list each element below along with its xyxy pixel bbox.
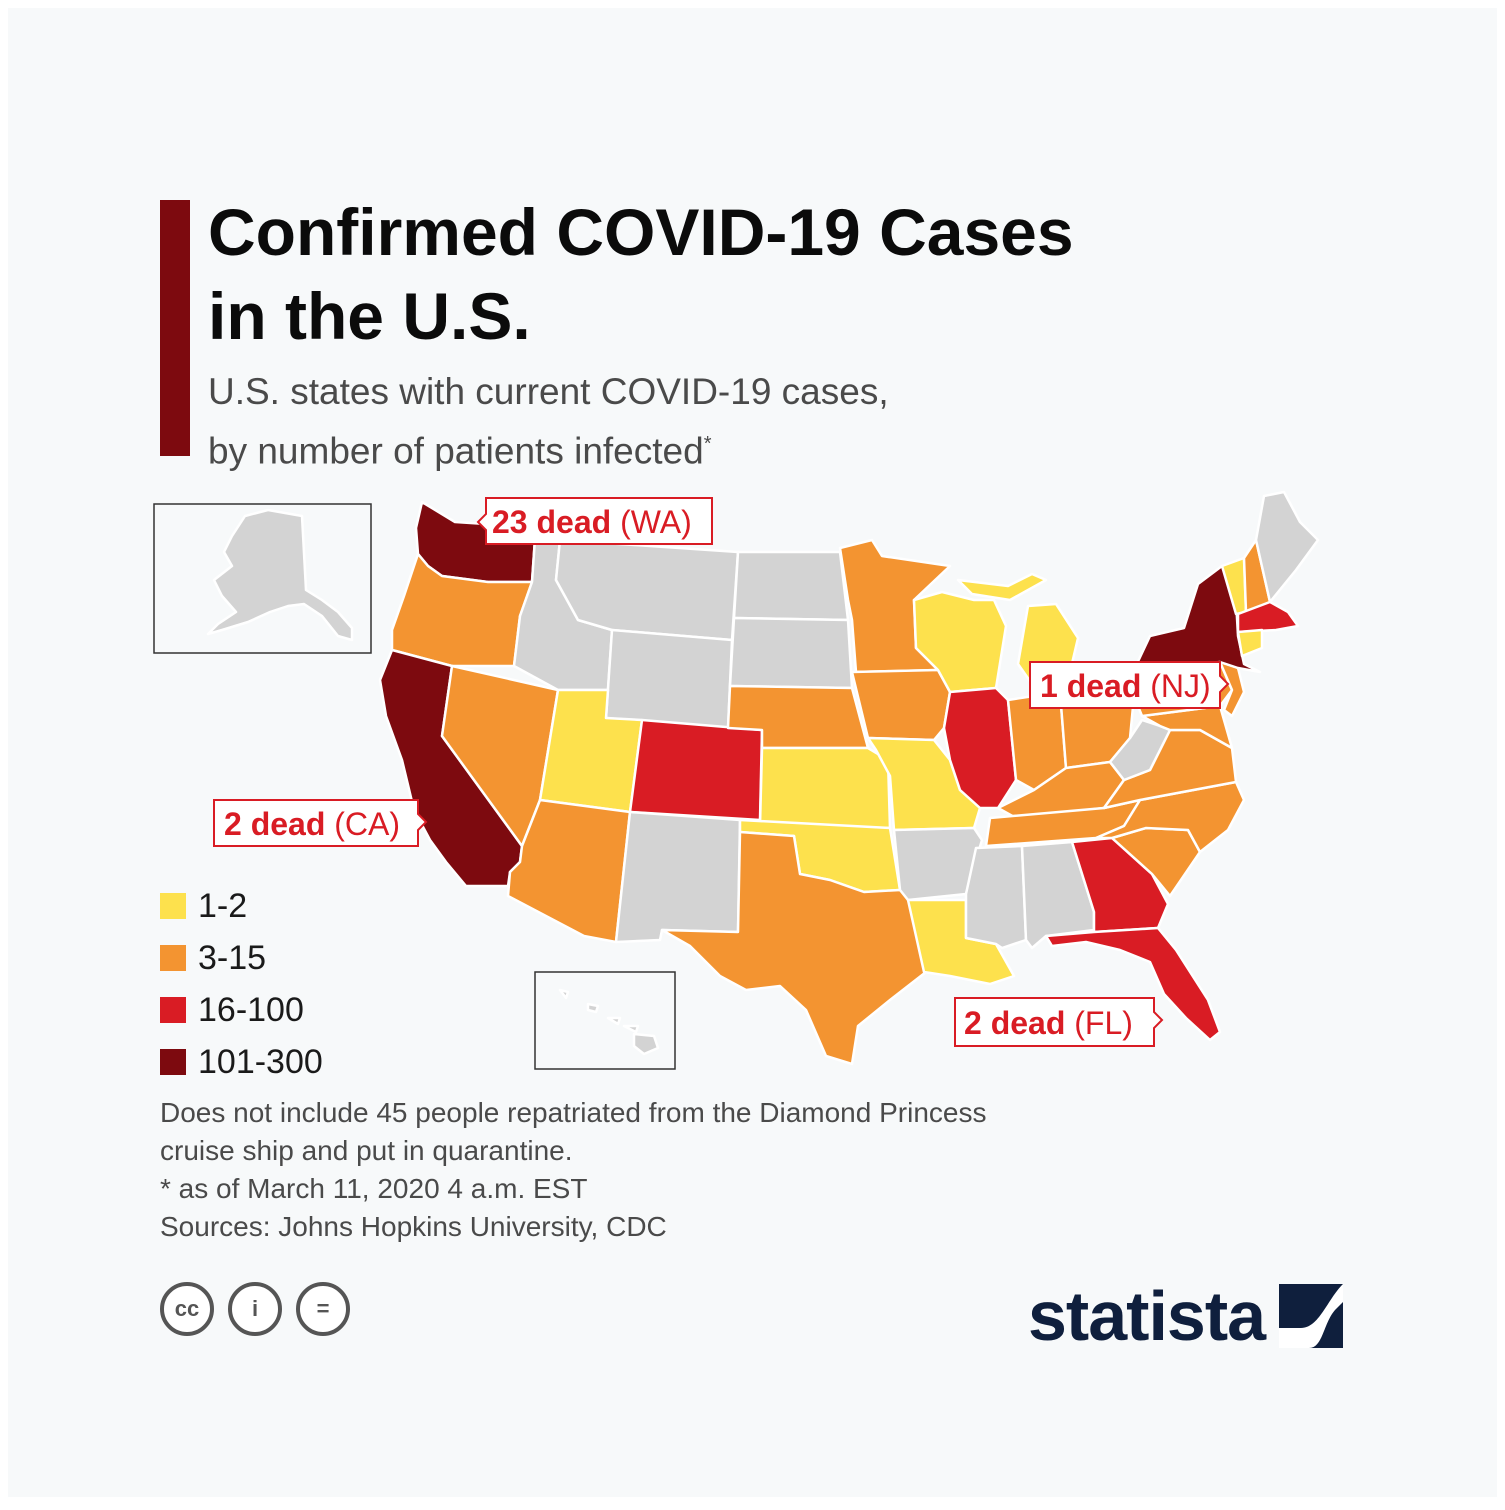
legend-swatch [160, 997, 186, 1023]
callout-nj: 1 dead (NJ) [1029, 661, 1230, 709]
page-title: Confirmed COVID-19 Cases in the U.S. [208, 195, 1074, 353]
state-NM[interactable] [614, 810, 742, 944]
legend-item: 1-2 [160, 880, 323, 932]
legend-item: 16-100 [160, 984, 323, 1036]
state-WI[interactable] [912, 590, 1008, 694]
subtitle-footnote-mark: * [703, 433, 712, 455]
legend-label: 1-2 [198, 886, 248, 925]
alaska-inset-box [153, 503, 372, 654]
callout-wa: 23 dead (WA) [476, 497, 713, 545]
legend-label: 101-300 [198, 1042, 323, 1081]
legend-label: 16-100 [198, 990, 304, 1029]
state-ME[interactable] [1254, 490, 1320, 604]
footnote: Does not include 45 people repatriated f… [160, 1094, 1260, 1246]
footnote-line: Sources: Johns Hopkins University, CDC [160, 1211, 667, 1242]
state-IA[interactable] [850, 668, 952, 742]
legend-label: 3-15 [198, 938, 267, 977]
state-ND[interactable] [732, 550, 850, 622]
legend-item: 101-300 [160, 1036, 323, 1088]
footnote-line: * as of March 11, 2020 4 a.m. EST [160, 1173, 588, 1204]
state-TX[interactable] [660, 830, 928, 1066]
callout-ca: 2 dead (CA) [213, 799, 428, 847]
state-CT[interactable] [1236, 628, 1264, 658]
equals-icon[interactable]: = [296, 1282, 350, 1336]
state-NC[interactable] [1094, 780, 1246, 854]
license-icons: cc i = [160, 1282, 350, 1336]
statista-logo[interactable]: statista [1028, 1276, 1344, 1356]
legend-swatch [160, 945, 186, 971]
state-WY[interactable] [604, 628, 734, 730]
footnote-line: Does not include 45 people repatriated f… [160, 1097, 987, 1128]
cc-icon[interactable]: cc [160, 1282, 214, 1336]
state-AK[interactable] [206, 508, 354, 642]
svg-text:1 dead (NJ): 1 dead (NJ) [1040, 668, 1211, 704]
subtitle-line-1: U.S. states with current COVID-19 cases, [208, 371, 889, 412]
subtitle: U.S. states with current COVID-19 cases,… [208, 366, 1108, 477]
statista-logo-icon [1279, 1284, 1344, 1348]
footnote-line: cruise ship and put in quarantine. [160, 1135, 573, 1166]
subtitle-line-2: by number of patients infected [208, 430, 704, 472]
state-CO[interactable] [628, 718, 764, 822]
state-FL[interactable] [1044, 926, 1222, 1042]
svg-text:23 dead (WA): 23 dead (WA) [492, 504, 692, 540]
legend: 1-2 3-15 16-100 101-300 [160, 880, 323, 1088]
legend-item: 3-15 [160, 932, 323, 984]
hawaii-inset-box [534, 971, 676, 1070]
callout-fl: 2 dead (FL) [954, 997, 1164, 1047]
state-IL[interactable] [942, 686, 1018, 810]
svg-text:2 dead (FL): 2 dead (FL) [964, 1005, 1133, 1041]
state-SD[interactable] [728, 616, 854, 690]
state-KS[interactable] [758, 746, 892, 830]
state-MS[interactable] [964, 844, 1028, 950]
svg-text:2 dead (CA): 2 dead (CA) [224, 806, 400, 842]
title-accent-bar [160, 200, 190, 456]
state-MO[interactable] [866, 736, 982, 832]
brand-wordmark: statista [1028, 1277, 1266, 1355]
person-icon[interactable]: i [228, 1282, 282, 1336]
legend-swatch [160, 1049, 186, 1075]
legend-swatch [160, 893, 186, 919]
state-HI[interactable] [558, 988, 660, 1056]
